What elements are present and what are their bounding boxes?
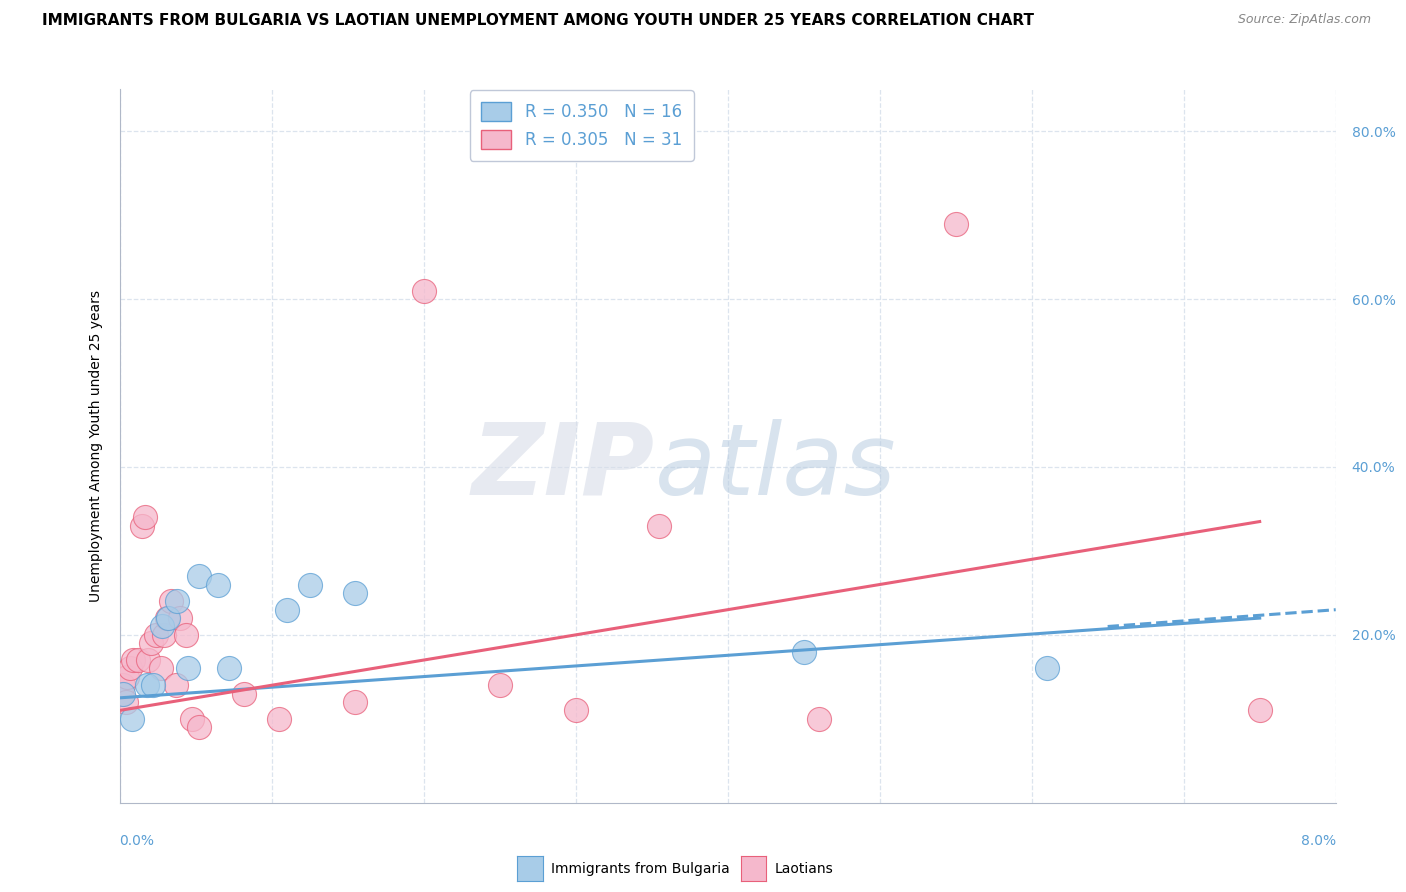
Point	[648, 518, 671, 533]
Text: Source: ZipAtlas.com: Source: ZipAtlas.com	[1237, 13, 1371, 27]
Text: atlas: atlas	[655, 419, 896, 516]
Point	[166, 594, 188, 608]
Point	[945, 217, 967, 231]
Point	[131, 518, 153, 533]
Point	[115, 670, 138, 684]
Text: Immigrants from Bulgaria: Immigrants from Bulgaria	[551, 862, 730, 876]
Point	[344, 586, 367, 600]
Point	[177, 661, 200, 675]
Point	[181, 712, 204, 726]
Point	[111, 687, 134, 701]
Point	[218, 661, 240, 675]
Point	[269, 712, 291, 726]
Point	[120, 661, 142, 675]
Point	[134, 510, 156, 524]
Text: Laotians: Laotians	[775, 862, 834, 876]
Point	[152, 628, 174, 642]
Point	[160, 594, 183, 608]
Point	[233, 687, 256, 701]
Point	[1036, 661, 1059, 675]
Text: IMMIGRANTS FROM BULGARIA VS LAOTIAN UNEMPLOYMENT AMONG YOUTH UNDER 25 YEARS CORR: IMMIGRANTS FROM BULGARIA VS LAOTIAN UNEM…	[42, 13, 1035, 29]
Point	[298, 577, 321, 591]
Text: 0.0%: 0.0%	[120, 834, 155, 848]
Point	[141, 636, 163, 650]
Legend: R = 0.350   N = 16, R = 0.305   N = 31: R = 0.350 N = 16, R = 0.305 N = 31	[470, 90, 693, 161]
Point	[207, 577, 229, 591]
Point	[156, 611, 179, 625]
Point	[176, 628, 198, 642]
Point	[142, 678, 165, 692]
Point	[165, 678, 187, 692]
Text: 8.0%: 8.0%	[1301, 834, 1336, 848]
Point	[145, 628, 167, 642]
Point	[111, 678, 134, 692]
Text: ZIP: ZIP	[471, 419, 655, 516]
Point	[412, 284, 434, 298]
Point	[122, 653, 145, 667]
Point	[121, 712, 143, 726]
Point	[127, 653, 149, 667]
Point	[110, 687, 132, 701]
Point	[276, 603, 298, 617]
Point	[187, 720, 209, 734]
Point	[793, 645, 815, 659]
Point	[488, 678, 510, 692]
Y-axis label: Unemployment Among Youth under 25 years: Unemployment Among Youth under 25 years	[89, 290, 103, 602]
Point	[138, 653, 160, 667]
Point	[150, 619, 173, 633]
Point	[135, 678, 157, 692]
Point	[114, 695, 136, 709]
Point	[344, 695, 367, 709]
Point	[564, 703, 586, 717]
Point	[149, 661, 172, 675]
Point	[157, 611, 180, 625]
Point	[169, 611, 191, 625]
Point	[807, 712, 830, 726]
Point	[187, 569, 209, 583]
Point	[1249, 703, 1271, 717]
